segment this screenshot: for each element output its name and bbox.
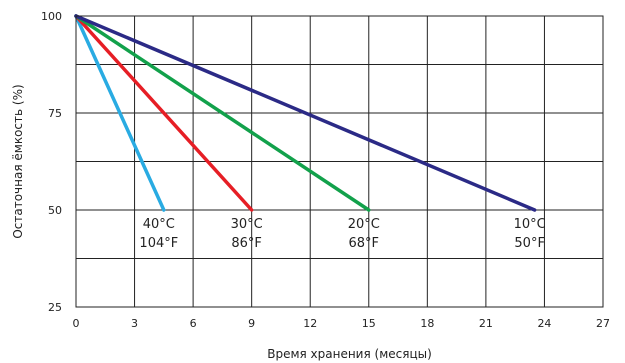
x-tick-label: 24 xyxy=(537,317,551,330)
series-label: 50°F xyxy=(514,236,545,251)
y-tick-label: 25 xyxy=(48,301,62,314)
series-line xyxy=(74,14,371,212)
y-axis-label: Остаточная ёмкость (%) xyxy=(11,84,25,238)
x-tick-label: 3 xyxy=(131,317,138,330)
series-line xyxy=(74,14,166,212)
x-tick-label: 21 xyxy=(479,317,493,330)
series-label: 10°C xyxy=(514,217,546,232)
series-label: 40°C xyxy=(143,217,175,232)
series-lines xyxy=(74,14,537,212)
series-label: 68°F xyxy=(349,236,380,251)
series-label: 20°C xyxy=(348,217,380,232)
y-tick-labels: 25 50 75 100 xyxy=(41,10,62,314)
series-label: 104°F xyxy=(139,236,178,251)
y-tick-label: 100 xyxy=(41,10,62,23)
series-label: 86°F xyxy=(231,236,262,251)
series-line xyxy=(74,14,254,212)
x-tick-labels: 0 3 6 9 12 15 18 21 24 27 xyxy=(73,317,611,330)
x-tick-label: 27 xyxy=(596,317,610,330)
series-label: 30°C xyxy=(231,217,263,232)
x-tick-label: 12 xyxy=(303,317,317,330)
y-tick-label: 75 xyxy=(48,107,62,120)
y-tick-label: 50 xyxy=(48,204,62,217)
x-tick-label: 9 xyxy=(248,317,255,330)
x-tick-label: 18 xyxy=(420,317,434,330)
x-tick-label: 0 xyxy=(73,317,80,330)
plot-frame xyxy=(75,15,604,308)
series-line xyxy=(74,14,537,212)
grid xyxy=(75,15,604,308)
plot-border xyxy=(75,15,604,308)
x-axis-label: Время хранения (месяцы) xyxy=(267,347,432,361)
series-labels: 40°C 104°F 30°C 86°F 20°C 68°F 10°C 50°F xyxy=(139,217,545,251)
x-tick-label: 15 xyxy=(362,317,376,330)
x-tick-label: 6 xyxy=(190,317,197,330)
